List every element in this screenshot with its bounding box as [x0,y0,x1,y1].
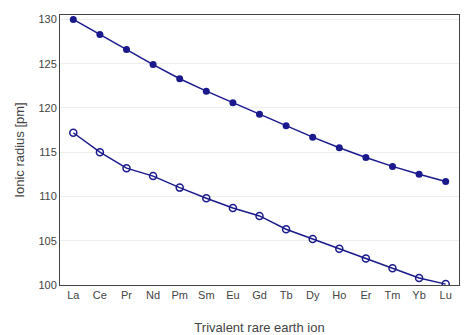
svg-text:Tb: Tb [280,289,293,301]
svg-text:Eu: Eu [226,289,239,301]
svg-text:Gd: Gd [252,289,267,301]
svg-text:Trivalent rare earth ion: Trivalent rare earth ion [194,320,324,335]
svg-text:Tm: Tm [385,289,401,301]
svg-text:Ionic radius [pm]: Ionic radius [pm] [12,102,27,197]
svg-text:Nd: Nd [146,289,160,301]
svg-text:Ho: Ho [332,289,346,301]
svg-text:120: 120 [38,102,56,114]
svg-text:Er: Er [360,289,371,301]
svg-text:La: La [67,289,80,301]
svg-text:125: 125 [38,58,56,70]
svg-text:Pr: Pr [121,289,132,301]
svg-text:110: 110 [39,190,57,202]
svg-text:Yb: Yb [412,289,425,301]
svg-text:100: 100 [38,279,56,291]
svg-text:Dy: Dy [306,289,320,301]
svg-text:115: 115 [39,146,57,158]
svg-text:Lu: Lu [440,289,452,301]
svg-text:Sm: Sm [198,289,215,301]
svg-text:Ce: Ce [93,289,107,301]
svg-text:Pm: Pm [171,289,188,301]
svg-text:105: 105 [38,235,56,247]
svg-text:130: 130 [38,13,56,25]
